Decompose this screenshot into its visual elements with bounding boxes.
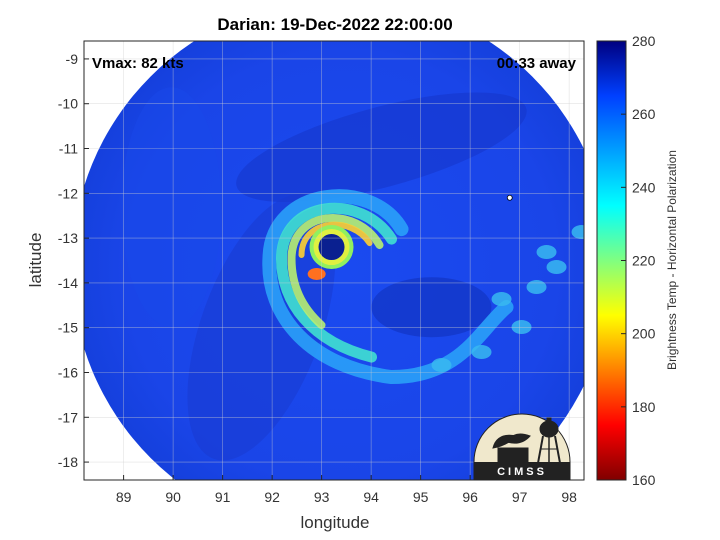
y-tick-label: -11	[59, 141, 78, 157]
y-tick-label: -18	[58, 454, 78, 470]
cold-band	[236, 92, 527, 202]
cold-band	[187, 194, 336, 461]
axes-box	[83, 40, 585, 481]
colorbar-tick-label: 220	[632, 253, 656, 269]
cimss-logo: CIMSS	[473, 413, 571, 481]
grid	[84, 41, 584, 480]
y-tick-label: -12	[58, 185, 78, 201]
convective-cell	[526, 280, 547, 295]
chart-title: Darian: 19-Dec-2022 22:00:00	[217, 15, 452, 34]
x-tick-label: 96	[462, 489, 478, 505]
x-ticks: 89 90 91 92 93 94 95 96 97 98	[116, 475, 577, 505]
colorbar-label: Brightness Temp - Horizontal Polarizatio…	[665, 150, 679, 370]
y-tick-label: -9	[66, 51, 79, 67]
y-tick-label: -13	[58, 230, 78, 246]
swath-layer	[84, 41, 584, 480]
satellite-dish-icon	[492, 433, 531, 463]
x-tick-label: 94	[363, 489, 379, 505]
convective-cell	[431, 358, 452, 373]
x-tick-label: 97	[512, 489, 528, 505]
colorbar-tick-label: 240	[632, 179, 656, 195]
x-tick-label: 90	[165, 489, 181, 505]
convective-cell	[491, 292, 512, 307]
vmax-annotation: Vmax: 82 kts	[92, 55, 184, 72]
rain-band	[262, 189, 514, 385]
colorbar-ticks: 160 180 200 220 240 260 280	[621, 33, 656, 488]
y-tick-label: -15	[58, 320, 78, 336]
colorbar-tick-label: 180	[632, 399, 656, 415]
logo-label: CIMSS	[497, 466, 547, 478]
convective-cell	[571, 225, 584, 240]
rain-band	[287, 213, 384, 330]
convective-cell	[546, 260, 567, 275]
time-away-annotation: 00:33 away	[497, 55, 577, 72]
x-tick-label: 98	[561, 489, 577, 505]
x-tick-label: 95	[413, 489, 429, 505]
x-tick-label: 93	[314, 489, 330, 505]
water-tower-icon	[537, 417, 561, 464]
eye	[318, 234, 345, 261]
y-ticks: -9 -10 -11 -12 -13 -14 -15 -16 -17 -18	[58, 51, 89, 470]
colorbar-tick-label: 260	[632, 106, 656, 122]
island-marker	[506, 194, 513, 201]
colorbar-tick-label: 280	[632, 33, 656, 49]
colorbar: 160 180 200 220 240 260 280 Brightness Temp - …	[596, 33, 679, 488]
cold-band	[371, 277, 492, 338]
convective-cell	[536, 245, 557, 260]
y-axis-label: latitude	[26, 233, 45, 288]
y-tick-label: -14	[58, 275, 78, 291]
x-tick-label: 92	[264, 489, 280, 505]
y-tick-label: -10	[58, 96, 78, 112]
y-tick-label: -17	[58, 409, 78, 425]
colorbar-tick-label: 160	[632, 472, 656, 488]
colorbar-tick-label: 200	[632, 326, 656, 342]
convective-cell	[471, 345, 492, 360]
convective-cell	[511, 320, 532, 335]
cold-band	[121, 87, 222, 328]
y-tick-label: -16	[58, 364, 78, 380]
x-tick-label: 89	[116, 489, 132, 505]
x-tick-label: 91	[215, 489, 231, 505]
x-axis-label: longitude	[300, 513, 369, 532]
warm-core	[307, 267, 326, 280]
